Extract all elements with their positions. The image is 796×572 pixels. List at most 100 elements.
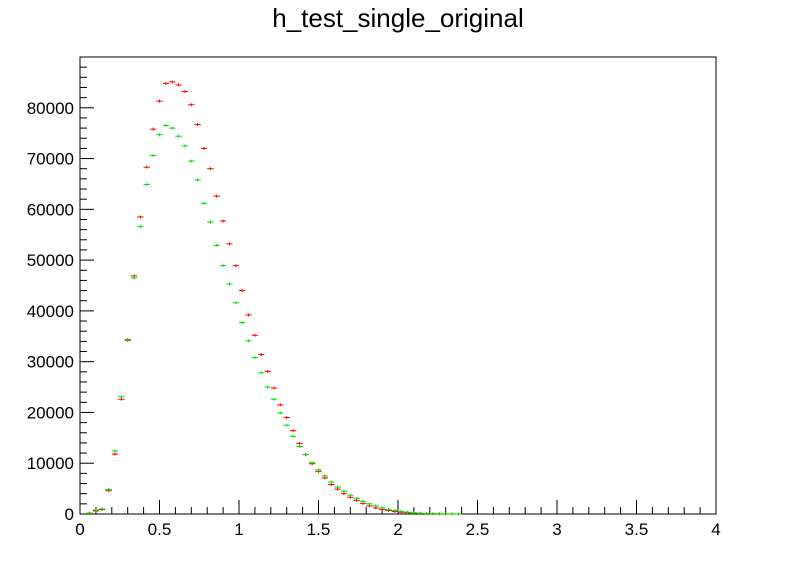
data-point [111, 449, 119, 453]
data-point [436, 512, 443, 516]
data-point [99, 507, 106, 511]
series-1 [86, 80, 462, 516]
data-point [232, 301, 239, 305]
data-point [245, 313, 252, 317]
data-point [277, 411, 284, 415]
data-point [347, 493, 354, 497]
y-tick-label: 50000 [27, 251, 74, 270]
data-point [372, 504, 379, 508]
y-tick-label: 30000 [27, 353, 74, 372]
data-point [270, 397, 278, 401]
data-point [296, 441, 303, 445]
x-tick-label: 0 [75, 520, 84, 539]
data-point [118, 397, 125, 401]
data-point [308, 461, 316, 465]
data-point [226, 282, 233, 286]
data-point [143, 182, 150, 186]
data-point [289, 429, 297, 433]
data-point [378, 506, 386, 510]
data-point [289, 434, 297, 438]
y-axis-tick-labels: 0 10000 20000 30000 40000 50000 60000 70000 8000… [27, 99, 74, 524]
data-point [328, 483, 335, 487]
data-point [251, 356, 259, 360]
data-point [410, 511, 418, 515]
x-tick-label: 3.5 [625, 520, 649, 539]
data-series [86, 80, 462, 516]
data-point [315, 468, 322, 472]
data-point [270, 386, 278, 390]
data-point [277, 403, 284, 407]
data-point [156, 99, 163, 103]
data-point [264, 385, 271, 389]
data-point [207, 167, 214, 171]
data-point [296, 444, 303, 448]
series-2 [86, 124, 462, 516]
data-point [124, 337, 131, 341]
data-point [258, 371, 265, 375]
data-point [130, 276, 138, 280]
data-point [232, 264, 239, 268]
data-point [143, 165, 150, 169]
data-point [417, 511, 424, 515]
data-point [105, 488, 112, 492]
data-point [200, 146, 208, 150]
data-point [448, 512, 456, 516]
y-tick-label: 70000 [27, 150, 74, 169]
data-point [366, 502, 373, 506]
data-point [391, 508, 398, 512]
x-tick-label: 2 [393, 520, 402, 539]
data-point [283, 416, 290, 420]
x-tick-label: 2.5 [466, 520, 490, 539]
data-point [137, 215, 144, 219]
data-point [188, 103, 195, 107]
data-point [353, 496, 360, 500]
y-tick-label: 40000 [27, 302, 74, 321]
data-point [188, 159, 195, 163]
data-point [149, 154, 157, 158]
data-point [194, 178, 201, 182]
data-point [239, 321, 246, 325]
data-point [340, 489, 348, 493]
data-point [429, 512, 437, 516]
data-point [213, 194, 220, 198]
data-point [162, 124, 170, 128]
y-tick-label: 60000 [27, 200, 74, 219]
data-point [340, 492, 348, 496]
data-point [245, 339, 252, 343]
data-point [111, 452, 119, 456]
data-point [169, 80, 176, 84]
data-point [156, 133, 163, 137]
data-point [264, 369, 271, 373]
data-point [423, 511, 430, 515]
data-point [169, 126, 176, 130]
data-point [226, 242, 233, 246]
data-point [334, 485, 341, 489]
data-point [181, 90, 189, 94]
data-point [92, 508, 100, 512]
data-point [385, 507, 392, 511]
data-point [455, 512, 462, 516]
data-point [359, 499, 367, 503]
data-point [283, 423, 290, 427]
data-point [258, 353, 265, 357]
data-point [321, 474, 329, 478]
data-point [181, 144, 189, 148]
data-point [175, 134, 182, 138]
data-point [213, 243, 220, 247]
y-tick-label: 10000 [27, 454, 74, 473]
data-point [239, 289, 246, 293]
data-point [200, 201, 208, 205]
data-point [251, 333, 259, 337]
data-point [194, 123, 201, 127]
y-tick-label: 80000 [27, 99, 74, 118]
data-point [398, 509, 405, 513]
y-tick-label: 20000 [27, 403, 74, 422]
x-tick-label: 1 [234, 520, 243, 539]
y-tick-label: 0 [65, 505, 74, 524]
data-point [86, 511, 93, 515]
x-tick-label: 0.5 [148, 520, 172, 539]
axis-ticks [79, 56, 717, 515]
data-point [328, 480, 335, 484]
